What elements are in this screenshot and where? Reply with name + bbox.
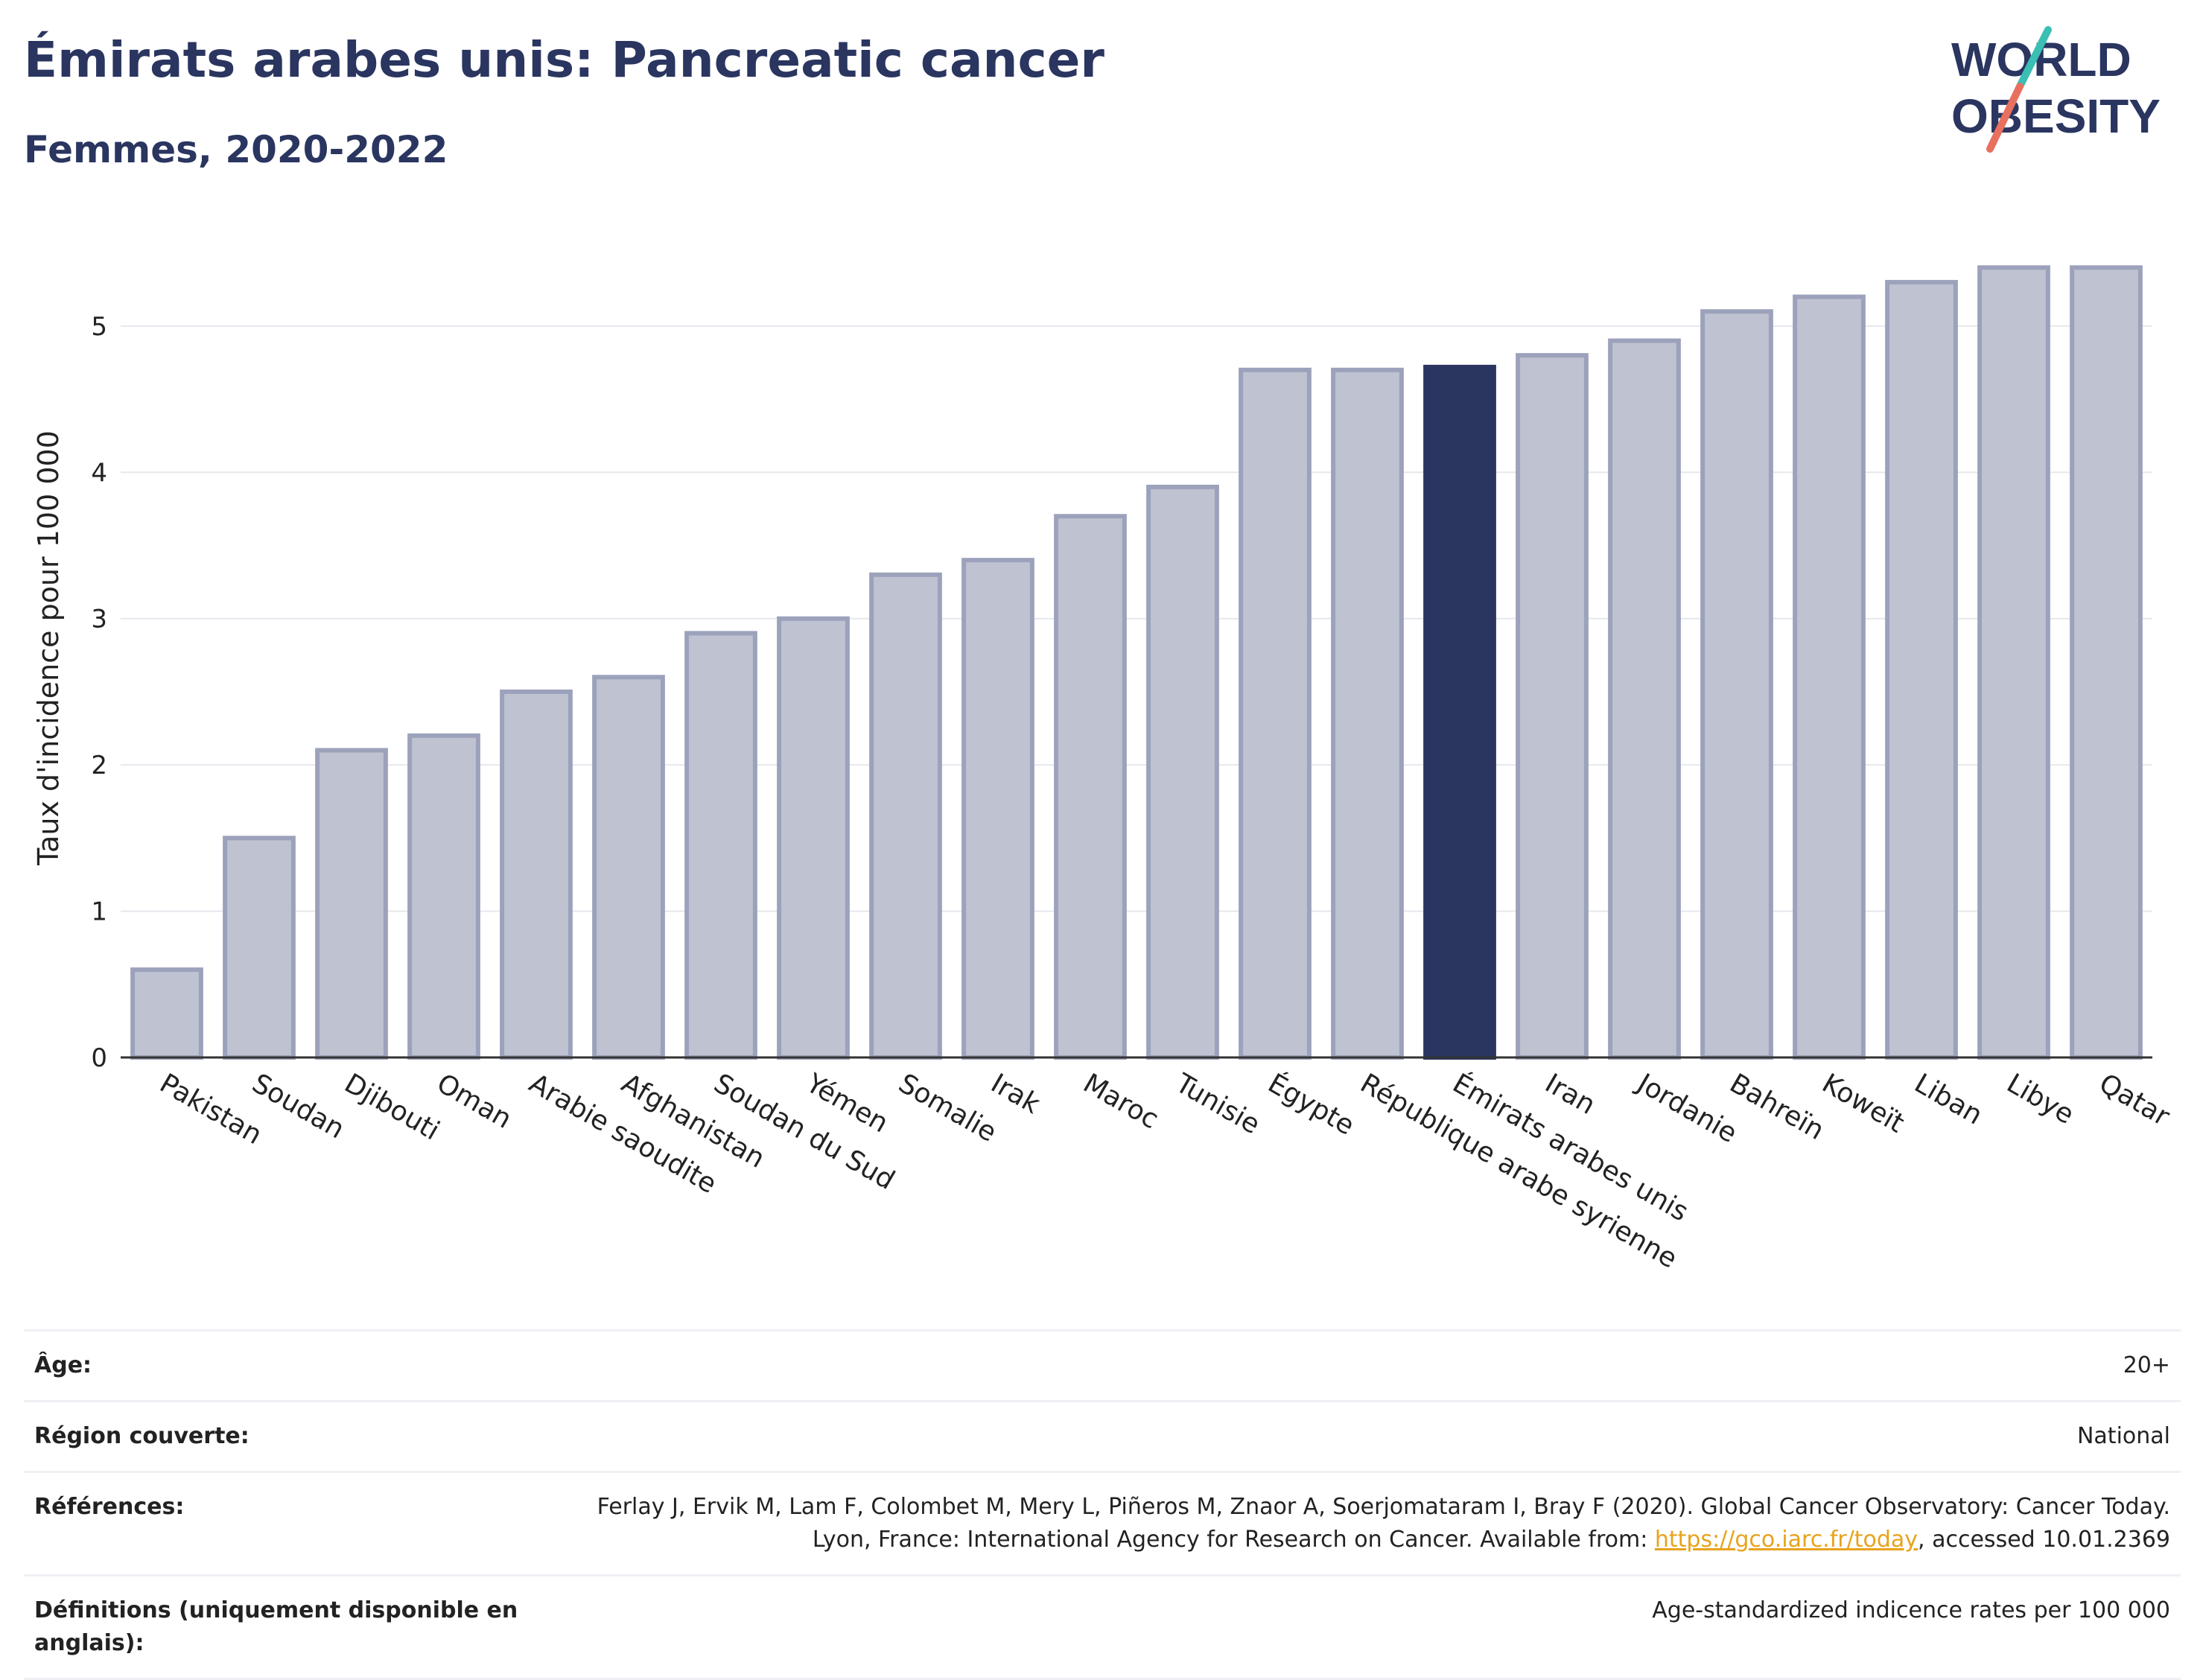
meta-row-age: Âge: 20+ <box>24 1329 2181 1400</box>
x-tick-label: Liban <box>1910 1068 1988 1130</box>
x-tick-label: Tunisie <box>1170 1068 1265 1141</box>
x-tick-label: Libye <box>2002 1068 2079 1130</box>
chart-title: Émirats arabes unis: Pancreatic cancer <box>24 31 1104 89</box>
bar <box>1516 353 1589 1060</box>
bar <box>500 689 573 1060</box>
x-tick-label: Oman <box>432 1068 517 1135</box>
bar <box>1054 514 1127 1060</box>
bar <box>777 616 850 1060</box>
y-tick-label: 3 <box>91 605 107 634</box>
world-obesity-logo: WORLD OBESITY <box>1951 26 2161 153</box>
bar <box>1239 367 1312 1060</box>
metadata-table: Âge: 20+ Région couverte: National Référ… <box>24 1329 2181 1680</box>
x-tick-label: Irak <box>986 1068 1046 1120</box>
meta-row-region: Région couverte: National <box>24 1400 2181 1471</box>
bar <box>684 631 757 1060</box>
meta-label: Références: <box>34 1494 185 1520</box>
meta-row-references: Références: Ferlay J, Ervik M, Lam F, Co… <box>24 1471 2181 1574</box>
bar <box>1331 367 1404 1060</box>
bar <box>130 967 203 1060</box>
meta-label: Âge: <box>34 1352 92 1378</box>
y-tick-label: 0 <box>91 1043 107 1073</box>
bar <box>1423 364 1496 1060</box>
meta-value: Ferlay J, Ervik M, Lam F, Colombet M, Me… <box>569 1491 2170 1556</box>
bar-chart: 0 1 2 3 4 5 Taux d'incidence pour 100 000 Pakis… <box>32 265 2175 1275</box>
x-tick-label: Soudan <box>247 1068 350 1145</box>
x-tick-label: Qatar <box>2094 1068 2175 1132</box>
y-tick-label: 1 <box>91 897 107 927</box>
bar <box>1885 279 1958 1060</box>
bar <box>2070 265 2143 1060</box>
chart-subtitle: Femmes, 2020-2022 <box>24 128 448 171</box>
meta-row-definitions: Définitions (uniquement disponible en an… <box>24 1574 2181 1680</box>
x-tick-label: Koweït <box>1817 1068 1910 1139</box>
meta-label: Définitions (uniquement disponible en an… <box>34 1597 518 1656</box>
bar <box>592 675 665 1060</box>
bar <box>1793 294 1866 1060</box>
bar <box>961 558 1034 1060</box>
reference-link[interactable]: https://gco.iarc.fr/today <box>1654 1527 1919 1553</box>
bar <box>315 748 388 1060</box>
x-tick-label: Djibouti <box>340 1068 445 1146</box>
meta-value: 20+ <box>2123 1352 2170 1378</box>
meta-label: Région couverte: <box>34 1423 249 1449</box>
reference-accessed: , accessed 10.01.2369 <box>1918 1527 2170 1553</box>
reference-text: Ferlay J, Ervik M, Lam F, Colombet M, Me… <box>597 1494 2170 1553</box>
meta-value: National <box>2076 1423 2170 1449</box>
bar <box>407 733 480 1060</box>
x-tick-label: Pakistan <box>155 1068 267 1151</box>
bar <box>223 836 296 1060</box>
logo-line2: OBESITY <box>1951 89 2161 143</box>
x-tick-label: Jordanie <box>1631 1067 1742 1149</box>
y-axis-label: Taux d'incidence pour 100 000 <box>32 430 65 866</box>
x-tick-label: Somalie <box>894 1068 1002 1148</box>
bar <box>1977 265 2050 1060</box>
bar <box>1608 338 1681 1060</box>
y-tick-label: 2 <box>91 751 107 780</box>
x-tick-label: Bahreïn <box>1725 1068 1829 1146</box>
logo-slash-red <box>1986 83 2024 153</box>
y-tick-label: 4 <box>91 458 107 488</box>
bar <box>1146 484 1219 1060</box>
x-tick-label: Égypte <box>1263 1067 1360 1141</box>
logo-slash-teal <box>2016 26 2052 90</box>
bar <box>869 572 942 1060</box>
y-tick-label: 5 <box>91 312 107 342</box>
meta-value: Age-standardized indicence rates per 100… <box>1652 1597 2170 1623</box>
x-tick-label: Maroc <box>1078 1068 1164 1135</box>
x-tick-label: Iran <box>1540 1068 1600 1121</box>
bar <box>1700 309 1773 1060</box>
